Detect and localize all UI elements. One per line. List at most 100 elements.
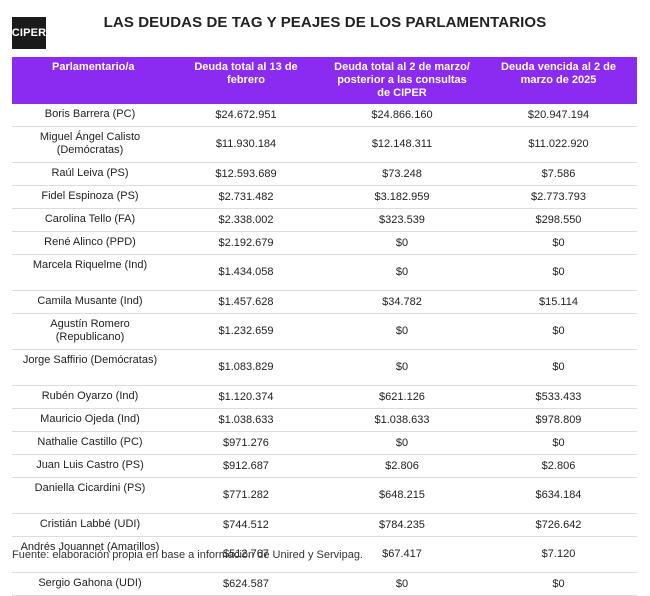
cell-deuda-vencida: $634.184	[480, 477, 637, 514]
table-header-row: Parlamentario/a Deuda total al 13 de feb…	[12, 57, 637, 104]
col-header-deuda-vencida: Deuda vencida al 2 de marzo de 2025	[480, 57, 637, 104]
table-row: Juan Luis Castro (PS) $912.687 $2.806 $2.80…	[12, 454, 637, 478]
cell-deuda-2-mar: $67.417	[324, 536, 480, 573]
cell-deuda-vencida: $20.947.194	[480, 104, 637, 127]
cell-deuda-vencida: $0	[480, 254, 637, 291]
cell-deuda-vencida: $298.550	[480, 208, 637, 232]
cell-parlamentario: Agustín Romero (Republicano)	[12, 313, 168, 350]
cell-parlamentario: Rubén Oyarzo (Ind)	[12, 385, 168, 409]
cell-deuda-vencida: $978.809	[480, 408, 637, 432]
cell-deuda-2-mar: $34.782	[324, 290, 480, 314]
cell-deuda-vencida: $533.433	[480, 385, 637, 409]
cell-deuda-13-feb: $971.276	[168, 431, 324, 455]
cell-deuda-vencida: $11.022.920	[480, 126, 637, 163]
table-row: Carolina Tello (FA) $2.338.002 $323.539 $29…	[12, 208, 637, 232]
table-row: Rubén Oyarzo (Ind) $1.120.374 $621.126 $533…	[12, 385, 637, 409]
cell-parlamentario: Jorge Saffirio (Demócratas)	[12, 349, 168, 386]
cell-parlamentario: Miguel Ángel Calisto (Demócratas)	[12, 126, 168, 163]
cell-deuda-2-mar: $648.215	[324, 477, 480, 514]
col-header-parlamentario: Parlamentario/a	[12, 57, 168, 104]
cell-deuda-13-feb: $1.083.829	[168, 349, 324, 386]
col-header-deuda-13-feb: Deuda total al 13 de febrero	[168, 57, 324, 104]
cell-parlamentario: Carolina Tello (FA)	[12, 208, 168, 232]
cell-parlamentario: Juan Luis Castro (PS)	[12, 454, 168, 478]
cell-deuda-13-feb: $11.930.184	[168, 126, 324, 163]
cell-deuda-2-mar: $784.235	[324, 513, 480, 537]
cell-parlamentario: Camila Musante (Ind)	[12, 290, 168, 314]
cell-deuda-2-mar: $12.148.311	[324, 126, 480, 163]
cell-deuda-13-feb: $744.512	[168, 513, 324, 537]
cell-deuda-13-feb: $24.672.951	[168, 104, 324, 127]
table-row: Nathalie Castillo (PC) $971.276 $0 $0	[12, 431, 637, 455]
cell-deuda-vencida: $0	[480, 572, 637, 596]
cell-deuda-2-mar: $24.866.160	[324, 104, 480, 127]
cell-deuda-2-mar: $3.182.959	[324, 185, 480, 209]
cell-deuda-2-mar: $0	[324, 349, 480, 386]
cell-parlamentario: Marcela Riquelme (Ind)	[12, 254, 168, 291]
table-row: Agustín Romero (Republicano) $1.232.659 $0…	[12, 313, 637, 350]
cell-deuda-13-feb: $2.192.679	[168, 231, 324, 255]
table-row: René Alinco (PPD) $2.192.679 $0 $0	[12, 231, 637, 255]
table-row: Miguel Ángel Calisto (Demócratas) $11.930…	[12, 126, 637, 163]
cell-deuda-13-feb: $12.593.689	[168, 162, 324, 186]
ciper-logo: CIPER	[12, 17, 46, 49]
cell-parlamentario: Cristián Labbé (UDI)	[12, 513, 168, 537]
cell-deuda-vencida: $726.642	[480, 513, 637, 537]
cell-deuda-2-mar: $0	[324, 431, 480, 455]
cell-deuda-vencida: $0	[480, 431, 637, 455]
table-row: Marcela Riquelme (Ind) $1.434.058 $0 $0	[12, 254, 637, 291]
source-footnote: Fuente: elaboración propia en base a inf…	[12, 549, 363, 561]
cell-deuda-vencida: $2.806	[480, 454, 637, 478]
cell-deuda-2-mar: $2.806	[324, 454, 480, 478]
table-body: Boris Barrera (PC) $24.672.951 $24.866.160…	[12, 104, 637, 596]
cell-deuda-vencida: $0	[480, 313, 637, 350]
cell-parlamentario: Fidel Espinoza (PS)	[12, 185, 168, 209]
cell-deuda-2-mar: $0	[324, 254, 480, 291]
cell-deuda-13-feb: $624.587	[168, 572, 324, 596]
cell-deuda-13-feb: $512.767	[168, 536, 324, 573]
table-row: Sergio Gahona (UDI) $624.587 $0 $0	[12, 572, 637, 596]
cell-parlamentario: Raúl Leiva (PS)	[12, 162, 168, 186]
cell-deuda-vencida: $2.773.793	[480, 185, 637, 209]
table-row: Andrés Jouannet (Amarillos) $512.767 $67.4…	[12, 536, 637, 573]
cell-deuda-2-mar: $73.248	[324, 162, 480, 186]
table-row: Mauricio Ojeda (Ind) $1.038.633 $1.038.633…	[12, 408, 637, 432]
table-row: Cristián Labbé (UDI) $744.512 $784.235 $726…	[12, 513, 637, 537]
cell-parlamentario: Daniella Cicardini (PS)	[12, 477, 168, 514]
cell-deuda-13-feb: $912.687	[168, 454, 324, 478]
cell-deuda-vencida: $7.586	[480, 162, 637, 186]
cell-deuda-2-mar: $0	[324, 231, 480, 255]
table-row: Jorge Saffirio (Demócratas) $1.083.829 $0 $…	[12, 349, 637, 386]
cell-deuda-vencida: $0	[480, 231, 637, 255]
table-row: Daniella Cicardini (PS) $771.282 $648.215 $…	[12, 477, 637, 514]
cell-deuda-2-mar: $0	[324, 313, 480, 350]
table-row: Raúl Leiva (PS) $12.593.689 $73.248 $7.586	[12, 162, 637, 186]
cell-deuda-13-feb: $2.731.482	[168, 185, 324, 209]
cell-deuda-13-feb: $1.232.659	[168, 313, 324, 350]
col-header-deuda-2-mar: Deuda total al 2 de marzo/ posterior a l…	[324, 57, 480, 104]
cell-deuda-13-feb: $1.038.633	[168, 408, 324, 432]
debts-table: Parlamentario/a Deuda total al 13 de feb…	[12, 57, 637, 596]
cell-deuda-vencida: $15.114	[480, 290, 637, 314]
cell-deuda-2-mar: $323.539	[324, 208, 480, 232]
cell-deuda-2-mar: $1.038.633	[324, 408, 480, 432]
cell-deuda-vencida: $0	[480, 349, 637, 386]
cell-parlamentario: René Alinco (PPD)	[12, 231, 168, 255]
cell-deuda-13-feb: $2.338.002	[168, 208, 324, 232]
table-row: Camila Musante (Ind) $1.457.628 $34.782 $15…	[12, 290, 637, 314]
cell-parlamentario: Sergio Gahona (UDI)	[12, 572, 168, 596]
cell-deuda-2-mar: $621.126	[324, 385, 480, 409]
cell-parlamentario: Nathalie Castillo (PC)	[12, 431, 168, 455]
cell-deuda-13-feb: $1.457.628	[168, 290, 324, 314]
page-title: LAS DEUDAS DE TAG Y PEAJES DE LOS PARLAM…	[103, 14, 547, 31]
cell-deuda-13-feb: $771.282	[168, 477, 324, 514]
table-row: Boris Barrera (PC) $24.672.951 $24.866.160…	[12, 104, 637, 127]
cell-parlamentario: Boris Barrera (PC)	[12, 104, 168, 127]
cell-deuda-vencida: $7.120	[480, 536, 637, 573]
cell-deuda-2-mar: $0	[324, 572, 480, 596]
cell-parlamentario: Mauricio Ojeda (Ind)	[12, 408, 168, 432]
table-row: Fidel Espinoza (PS) $2.731.482 $3.182.959 $…	[12, 185, 637, 209]
cell-deuda-13-feb: $1.434.058	[168, 254, 324, 291]
cell-parlamentario: Andrés Jouannet (Amarillos)	[12, 536, 168, 573]
cell-deuda-13-feb: $1.120.374	[168, 385, 324, 409]
